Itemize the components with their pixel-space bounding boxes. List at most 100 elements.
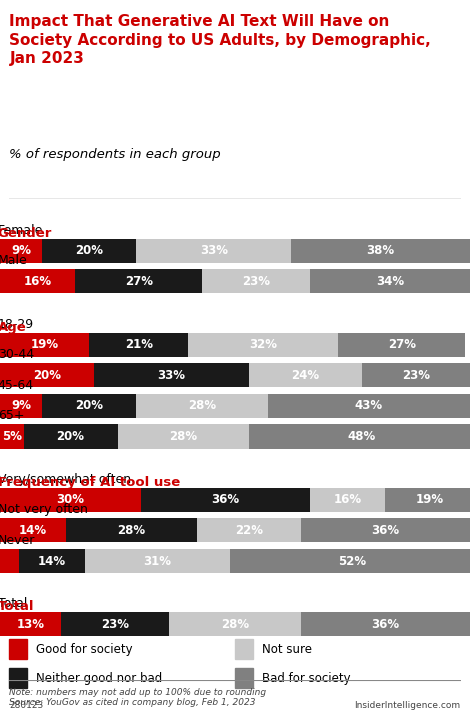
Bar (118, 424, 249, 449)
Bar (235, 668, 253, 688)
Text: 16%: 16% (24, 275, 52, 288)
Text: 24%: 24% (291, 369, 320, 382)
Text: % of respondents in each group: % of respondents in each group (9, 147, 221, 160)
Bar (0, 239, 42, 263)
Text: Impact That Generative AI Text Will Have on
Society According to US Adults, by D: Impact That Generative AI Text Will Have… (9, 14, 431, 66)
Bar (0, 612, 61, 637)
Bar (85, 549, 230, 573)
Text: 28%: 28% (169, 430, 197, 443)
Text: 36%: 36% (371, 524, 400, 537)
Text: Good for society: Good for society (37, 643, 133, 656)
Text: InsiderIntelligence.com: InsiderIntelligence.com (354, 701, 461, 711)
Text: 34%: 34% (376, 275, 404, 288)
Text: 18-29: 18-29 (0, 318, 34, 330)
Text: 36%: 36% (371, 618, 400, 631)
Text: 20%: 20% (75, 399, 103, 412)
Bar (338, 333, 465, 357)
Bar (197, 518, 301, 543)
Text: 23%: 23% (101, 618, 129, 631)
Text: Age: Age (0, 320, 26, 334)
Bar (385, 488, 470, 512)
Text: 14%: 14% (38, 555, 66, 567)
Text: 33%: 33% (200, 244, 228, 257)
Bar (301, 612, 470, 637)
Text: 9%: 9% (11, 399, 31, 412)
Bar (310, 269, 470, 293)
Bar (136, 239, 291, 263)
Text: 9%: 9% (11, 244, 31, 257)
Bar (0, 363, 94, 387)
Bar (202, 269, 310, 293)
Bar (89, 333, 188, 357)
Bar (310, 488, 385, 512)
Text: Frequency of AI tool use: Frequency of AI tool use (0, 476, 180, 489)
Text: Not sure: Not sure (262, 643, 312, 656)
Text: 13%: 13% (16, 618, 45, 631)
Text: 33%: 33% (157, 369, 186, 382)
Text: Very/somewhat often: Very/somewhat often (0, 473, 131, 486)
Bar (19, 549, 85, 573)
Text: 14%: 14% (19, 524, 47, 537)
Text: 19%: 19% (416, 493, 444, 506)
Text: Male: Male (0, 254, 27, 267)
Bar (136, 394, 268, 418)
Text: 20%: 20% (75, 244, 103, 257)
Bar (0, 518, 66, 543)
Text: 32%: 32% (249, 338, 277, 351)
Bar (362, 363, 470, 387)
Text: 16%: 16% (334, 493, 362, 506)
Bar (94, 363, 249, 387)
Bar (188, 333, 338, 357)
Text: 21%: 21% (125, 338, 153, 351)
Text: Gender: Gender (0, 226, 52, 240)
Bar (75, 269, 202, 293)
Text: Bad for society: Bad for society (262, 671, 351, 685)
Bar (9, 639, 27, 659)
Bar (235, 639, 253, 659)
Text: 45-64: 45-64 (0, 379, 34, 392)
Bar (268, 394, 470, 418)
Text: Total: Total (0, 597, 27, 610)
Bar (301, 518, 470, 543)
Text: 48%: 48% (348, 430, 376, 443)
Text: 31%: 31% (143, 555, 172, 567)
Text: 5%: 5% (2, 430, 22, 443)
Text: 22%: 22% (235, 524, 263, 537)
Bar (42, 394, 136, 418)
Text: Neither good nor bad: Neither good nor bad (37, 671, 163, 685)
Text: 20%: 20% (33, 369, 61, 382)
Bar (0, 394, 42, 418)
Text: Total: Total (0, 600, 34, 614)
Bar (249, 424, 470, 449)
Bar (0, 549, 19, 573)
Text: 43%: 43% (355, 399, 383, 412)
Bar (230, 549, 470, 573)
Bar (0, 424, 24, 449)
Bar (24, 424, 118, 449)
Bar (291, 239, 470, 263)
Bar (9, 668, 27, 688)
Text: 23%: 23% (402, 369, 430, 382)
Text: Female: Female (0, 224, 43, 236)
Bar (66, 518, 197, 543)
Text: 30-44: 30-44 (0, 348, 34, 361)
Text: 280123: 280123 (9, 701, 44, 711)
Bar (0, 269, 75, 293)
Bar (61, 612, 169, 637)
Text: 65+: 65+ (0, 409, 24, 422)
Bar (169, 612, 301, 637)
Text: 28%: 28% (118, 524, 146, 537)
Text: Note: numbers may not add up to 100% due to rounding
Source: YouGov as cited in : Note: numbers may not add up to 100% due… (9, 688, 266, 707)
Text: 28%: 28% (221, 618, 249, 631)
Text: 28%: 28% (188, 399, 216, 412)
Text: Never: Never (0, 534, 35, 547)
Text: 27%: 27% (388, 338, 416, 351)
Text: 19%: 19% (31, 338, 59, 351)
Bar (249, 363, 362, 387)
Bar (0, 488, 141, 512)
Text: 27%: 27% (125, 275, 153, 288)
Bar (0, 333, 89, 357)
Text: 52%: 52% (338, 555, 367, 567)
Text: 23%: 23% (242, 275, 270, 288)
Bar (141, 488, 310, 512)
